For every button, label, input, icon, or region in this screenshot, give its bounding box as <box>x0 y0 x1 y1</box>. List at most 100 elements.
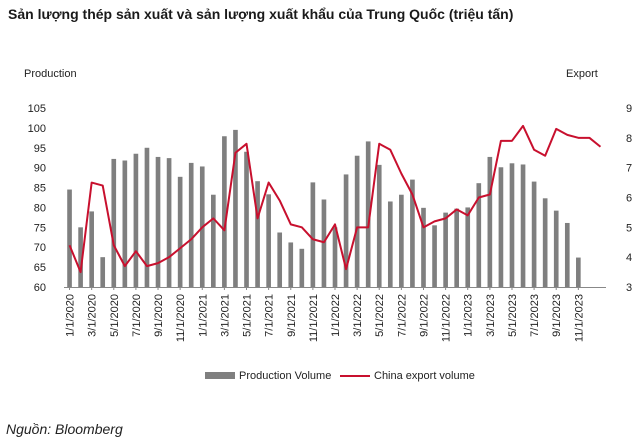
production-bar <box>255 181 260 287</box>
production-bar <box>310 182 316 287</box>
x-tick-label: 5/1/2021 <box>242 294 254 337</box>
production-bar <box>166 158 172 287</box>
production-bar <box>432 225 437 287</box>
y-left-tick-label: 60 <box>34 282 46 294</box>
production-bar <box>553 210 559 287</box>
production-bar <box>177 176 183 287</box>
x-tick-label: 1/1/2022 <box>330 294 342 337</box>
production-bar <box>144 147 150 287</box>
y-left-tick-label: 80 <box>34 202 46 214</box>
production-bar <box>443 212 448 287</box>
production-bar <box>288 242 294 287</box>
x-tick-label: 1/1/2023 <box>463 294 475 337</box>
legend: Production Volume China export volume <box>205 370 475 382</box>
y-right-axis-title: Export <box>566 68 598 80</box>
y-right-tick-label: 7 <box>626 163 632 175</box>
x-tick-label: 7/1/2022 <box>396 294 408 337</box>
production-bar <box>498 167 504 287</box>
x-tick-label: 3/1/2023 <box>485 294 497 337</box>
x-tick-label: 9/1/2021 <box>286 294 298 337</box>
x-tick-label: 3/1/2021 <box>219 294 231 337</box>
chart-title: Sản lượng thép sản xuất và sản lượng xuấ… <box>8 6 514 22</box>
x-tick-label: 11/1/2023 <box>573 294 585 342</box>
x-tick-label: 11/1/2020 <box>175 294 187 342</box>
production-bar <box>89 211 94 287</box>
y-left-tick-label: 90 <box>34 163 46 175</box>
production-bar <box>133 153 139 287</box>
x-tick-label: 7/1/2023 <box>529 294 541 337</box>
x-tick-label: 11/1/2022 <box>441 294 453 342</box>
x-axis-ticks: 1/1/2020 3/1/2020 5/1/2020 7/1/2020 9/1/2020… <box>65 287 585 342</box>
production-bar <box>222 136 227 287</box>
production-bar <box>343 174 349 287</box>
production-bar <box>531 181 537 287</box>
production-bar <box>188 162 194 287</box>
production-bar <box>67 189 72 287</box>
source-note: Nguồn: Bloomberg <box>6 421 123 437</box>
y-left-tick-label: 70 <box>34 242 46 254</box>
y-left-tick-label: 95 <box>34 143 46 155</box>
legend-bar-swatch <box>205 372 235 379</box>
production-bar <box>122 160 128 287</box>
production-bar <box>244 151 249 287</box>
y-left-tick-label: 85 <box>34 183 46 195</box>
production-bar <box>354 155 360 287</box>
production-bar <box>211 194 216 287</box>
production-bar <box>520 164 526 287</box>
production-bar <box>387 201 393 287</box>
y-left-tick-label: 75 <box>34 222 46 234</box>
x-tick-label: 7/1/2021 <box>264 294 276 337</box>
y-right-tick-label: 4 <box>626 252 632 264</box>
legend-bar-label: Production Volume <box>239 370 331 382</box>
x-tick-label: 11/1/2021 <box>308 294 320 342</box>
production-bar <box>376 164 382 287</box>
production-bar <box>233 129 238 287</box>
production-bar <box>476 183 482 287</box>
legend-line-label: China export volume <box>374 370 475 382</box>
export-line-layer <box>68 124 602 274</box>
production-bar <box>509 163 515 287</box>
x-tick-label: 1/1/2021 <box>197 294 209 337</box>
x-tick-label: 9/1/2022 <box>418 294 430 337</box>
x-tick-label: 7/1/2020 <box>131 294 143 337</box>
x-tick-label: 5/1/2023 <box>507 294 519 337</box>
production-bar <box>155 156 161 287</box>
production-bar <box>277 232 283 287</box>
y-right-tick-label: 9 <box>626 103 632 115</box>
production-bar <box>465 207 471 287</box>
x-tick-label: 3/1/2022 <box>352 294 364 337</box>
production-bar <box>454 208 459 287</box>
production-bar <box>332 227 338 287</box>
production-bar <box>266 194 271 287</box>
production-bar <box>365 141 371 287</box>
y-right-tick-label: 6 <box>626 193 632 205</box>
left-axis-ticks: 60 65 70 75 80 85 90 95 100 105 <box>28 103 46 294</box>
x-tick-label: 5/1/2022 <box>374 294 386 337</box>
production-bar <box>487 156 493 287</box>
production-bar <box>410 179 415 287</box>
y-left-tick-label: 105 <box>28 103 46 115</box>
y-right-tick-label: 8 <box>626 133 632 145</box>
production-bar <box>399 194 404 287</box>
production-bar <box>542 198 548 287</box>
production-bars <box>67 129 581 287</box>
production-bar <box>111 158 117 287</box>
x-tick-label: 5/1/2020 <box>109 294 121 337</box>
production-bar <box>100 257 106 287</box>
x-tick-label: 3/1/2020 <box>87 294 99 337</box>
production-bar <box>564 222 570 287</box>
production-bar <box>421 207 426 287</box>
y-right-tick-label: 3 <box>626 282 632 294</box>
y-right-tick-label: 5 <box>626 222 632 234</box>
x-tick-label: 1/1/2020 <box>65 294 77 337</box>
production-bar <box>299 248 305 287</box>
production-bar <box>78 227 83 287</box>
x-tick-label: 9/1/2023 <box>551 294 563 337</box>
export-line <box>68 124 602 274</box>
y-left-tick-label: 100 <box>28 123 46 135</box>
right-axis-ticks: 3 4 5 6 7 8 9 <box>626 103 632 294</box>
x-tick-label: 9/1/2020 <box>153 294 165 337</box>
y-left-tick-label: 65 <box>34 262 46 274</box>
y-left-axis-title: Production <box>24 68 77 80</box>
